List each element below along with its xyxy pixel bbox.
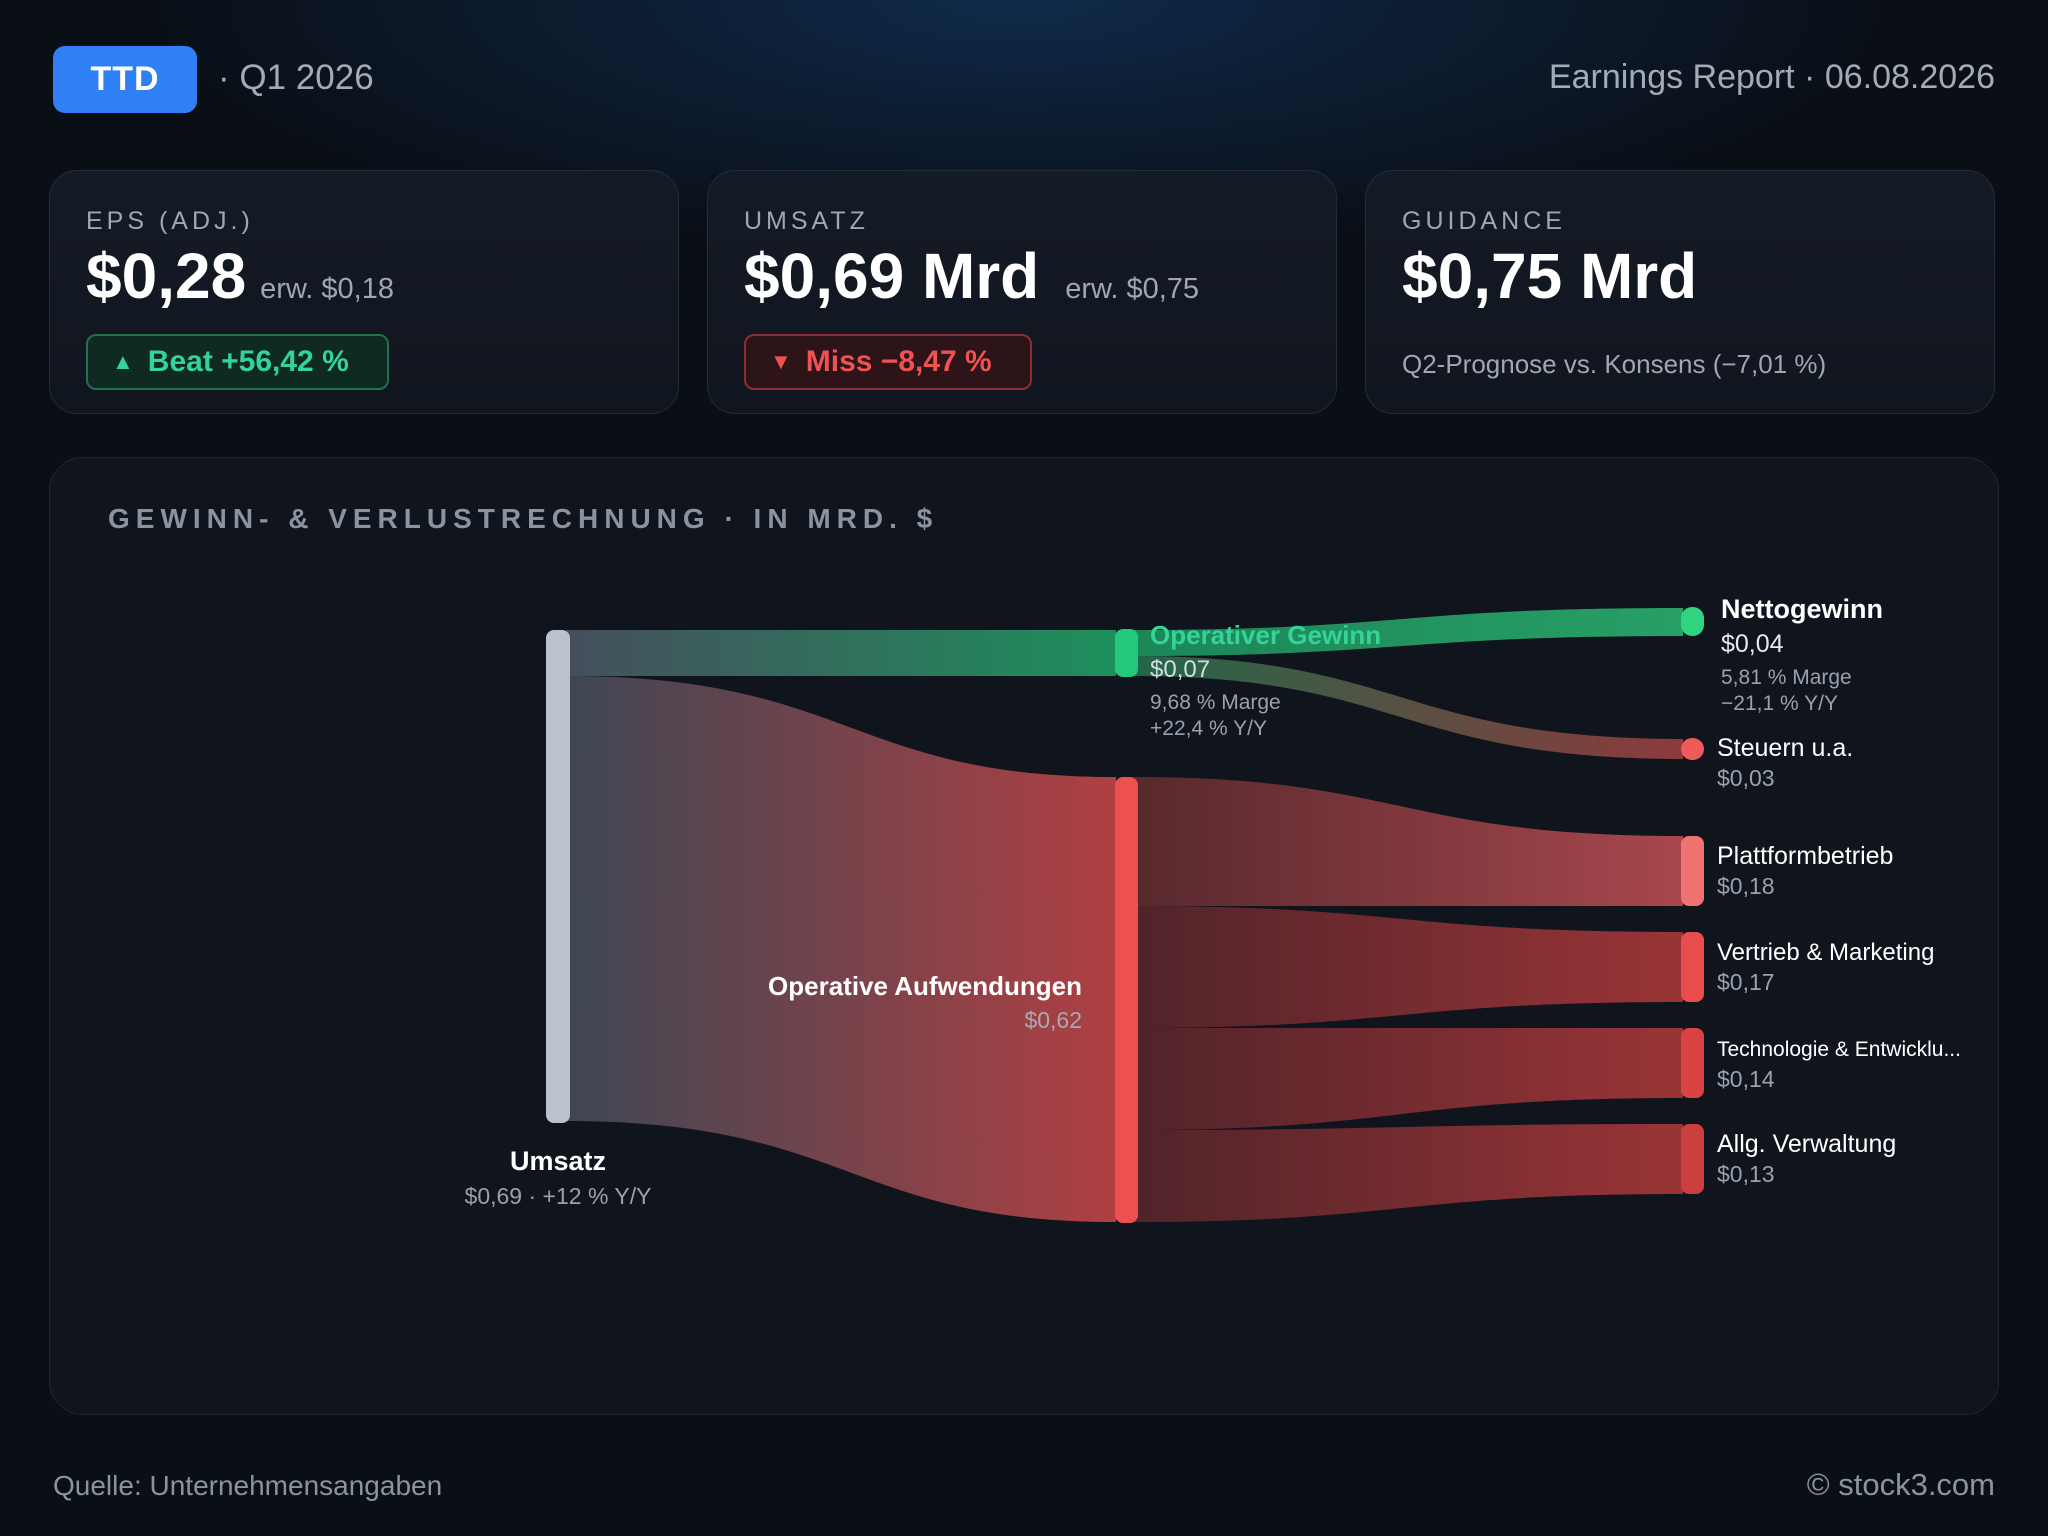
revenue-value-row: $0,69 Mrd erw. $0,75 xyxy=(744,239,1199,313)
node-net-income-bar xyxy=(1681,607,1704,636)
panel-title: GEWINN- & VERLUSTRECHNUNG · IN MRD. $ xyxy=(108,503,939,534)
footer-source: Quelle: Unternehmensangaben xyxy=(53,1470,443,1501)
flow-expenses-to-platform xyxy=(1133,777,1683,906)
taxes-name: Steuern u.a. xyxy=(1717,734,1853,762)
flow-operating-profit-to-taxes xyxy=(1133,656,1683,759)
operating-profit-yoy: +22,4 % Y/Y xyxy=(1150,717,1267,740)
revenue-value: $0,69 Mrd xyxy=(744,240,1040,312)
report-period: · Q1 2026 xyxy=(218,58,374,97)
operating-profit-name: Operativer Gewinn xyxy=(1150,620,1381,650)
net-income-value: $0,04 xyxy=(1721,630,1784,658)
guidance-note: Q2-Prognose vs. Konsens (−7,01 %) xyxy=(1402,349,1827,379)
eps-card: EPS (ADJ.) $0,28 erw. $0,18 ▲ Beat +56,42 … xyxy=(49,170,679,414)
node-operating-expenses-bar xyxy=(1115,777,1138,1223)
revenue-miss-text: Miss −8,47 % xyxy=(805,345,992,378)
guidance-label: GUIDANCE xyxy=(1402,207,1566,235)
ticker-badge: TTD xyxy=(53,46,197,113)
footer-copyright[interactable]: © stock3.com xyxy=(1806,1467,1995,1502)
revenue-miss-badge: ▼ Miss −8,47 % xyxy=(744,334,1032,390)
operating-profit-margin: 9,68 % Marge xyxy=(1150,691,1281,714)
flow-revenue-to-operating-expenses xyxy=(566,676,1116,1222)
guidance-value: $0,75 Mrd xyxy=(1402,240,1698,312)
net-income-name: Nettogewinn xyxy=(1721,594,1883,624)
admin-value: $0,13 xyxy=(1717,1161,1775,1187)
flow-expenses-to-admin xyxy=(1133,1124,1683,1222)
eps-beat-text: Beat +56,42 % xyxy=(147,345,349,378)
revenue-card: UMSATZ $0,69 Mrd erw. $0,75 ▼ Miss −8,47 % xyxy=(707,170,1337,414)
operating-expenses-value: $0,62 xyxy=(1024,1007,1082,1033)
node-admin-bar xyxy=(1681,1124,1704,1194)
revenue-label: UMSATZ xyxy=(744,207,869,235)
flow-expenses-to-tech-dev xyxy=(1133,1028,1683,1130)
node-tech-dev-bar xyxy=(1681,1028,1704,1098)
platform-value: $0,18 xyxy=(1717,873,1775,899)
node-operating-profit-bar xyxy=(1115,629,1138,677)
net-income-yoy: −21,1 % Y/Y xyxy=(1721,692,1838,715)
revenue-node-value: $0,69 · +12 % Y/Y xyxy=(465,1183,652,1209)
triangle-down-icon: ▼ xyxy=(770,349,792,374)
guidance-card: GUIDANCE $0,75 Mrd Q2-Prognose vs. Konse… xyxy=(1365,170,1995,414)
tech-dev-value: $0,14 xyxy=(1717,1066,1775,1092)
sales-marketing-value: $0,17 xyxy=(1717,969,1775,995)
admin-name: Allg. Verwaltung xyxy=(1717,1130,1896,1158)
triangle-up-icon: ▲ xyxy=(112,349,134,374)
operating-profit-value: $0,07 xyxy=(1150,656,1210,683)
eps-beat-badge: ▲ Beat +56,42 % xyxy=(86,334,389,390)
flow-expenses-to-sales-marketing xyxy=(1133,906,1683,1028)
platform-name: Plattformbetrieb xyxy=(1717,842,1893,870)
node-platform-bar xyxy=(1681,836,1704,906)
eps-label: EPS (ADJ.) xyxy=(86,207,254,235)
taxes-value: $0,03 xyxy=(1717,765,1775,791)
node-sales-marketing-bar xyxy=(1681,932,1704,1002)
sales-marketing-name: Vertrieb & Marketing xyxy=(1717,939,1934,966)
flow-operating-profit-to-net-income xyxy=(1133,608,1683,656)
report-date: Earnings Report · 06.08.2026 xyxy=(1548,58,1995,96)
net-income-margin: 5,81 % Marge xyxy=(1721,666,1852,689)
flow-revenue-to-operating-profit xyxy=(566,630,1116,676)
operating-expenses-name: Operative Aufwendungen xyxy=(768,971,1082,1001)
revenue-node-name: Umsatz xyxy=(510,1146,606,1176)
revenue-expected: erw. $0,75 xyxy=(1065,273,1200,305)
eps-value: $0,28 xyxy=(86,240,247,312)
node-taxes-bar xyxy=(1681,738,1704,760)
node-revenue-bar xyxy=(546,630,570,1123)
eps-expected: erw. $0,18 xyxy=(260,273,394,305)
eps-value-row: $0,28 erw. $0,18 xyxy=(86,239,394,313)
tech-dev-name: Technologie & Entwicklu... xyxy=(1717,1038,1961,1061)
